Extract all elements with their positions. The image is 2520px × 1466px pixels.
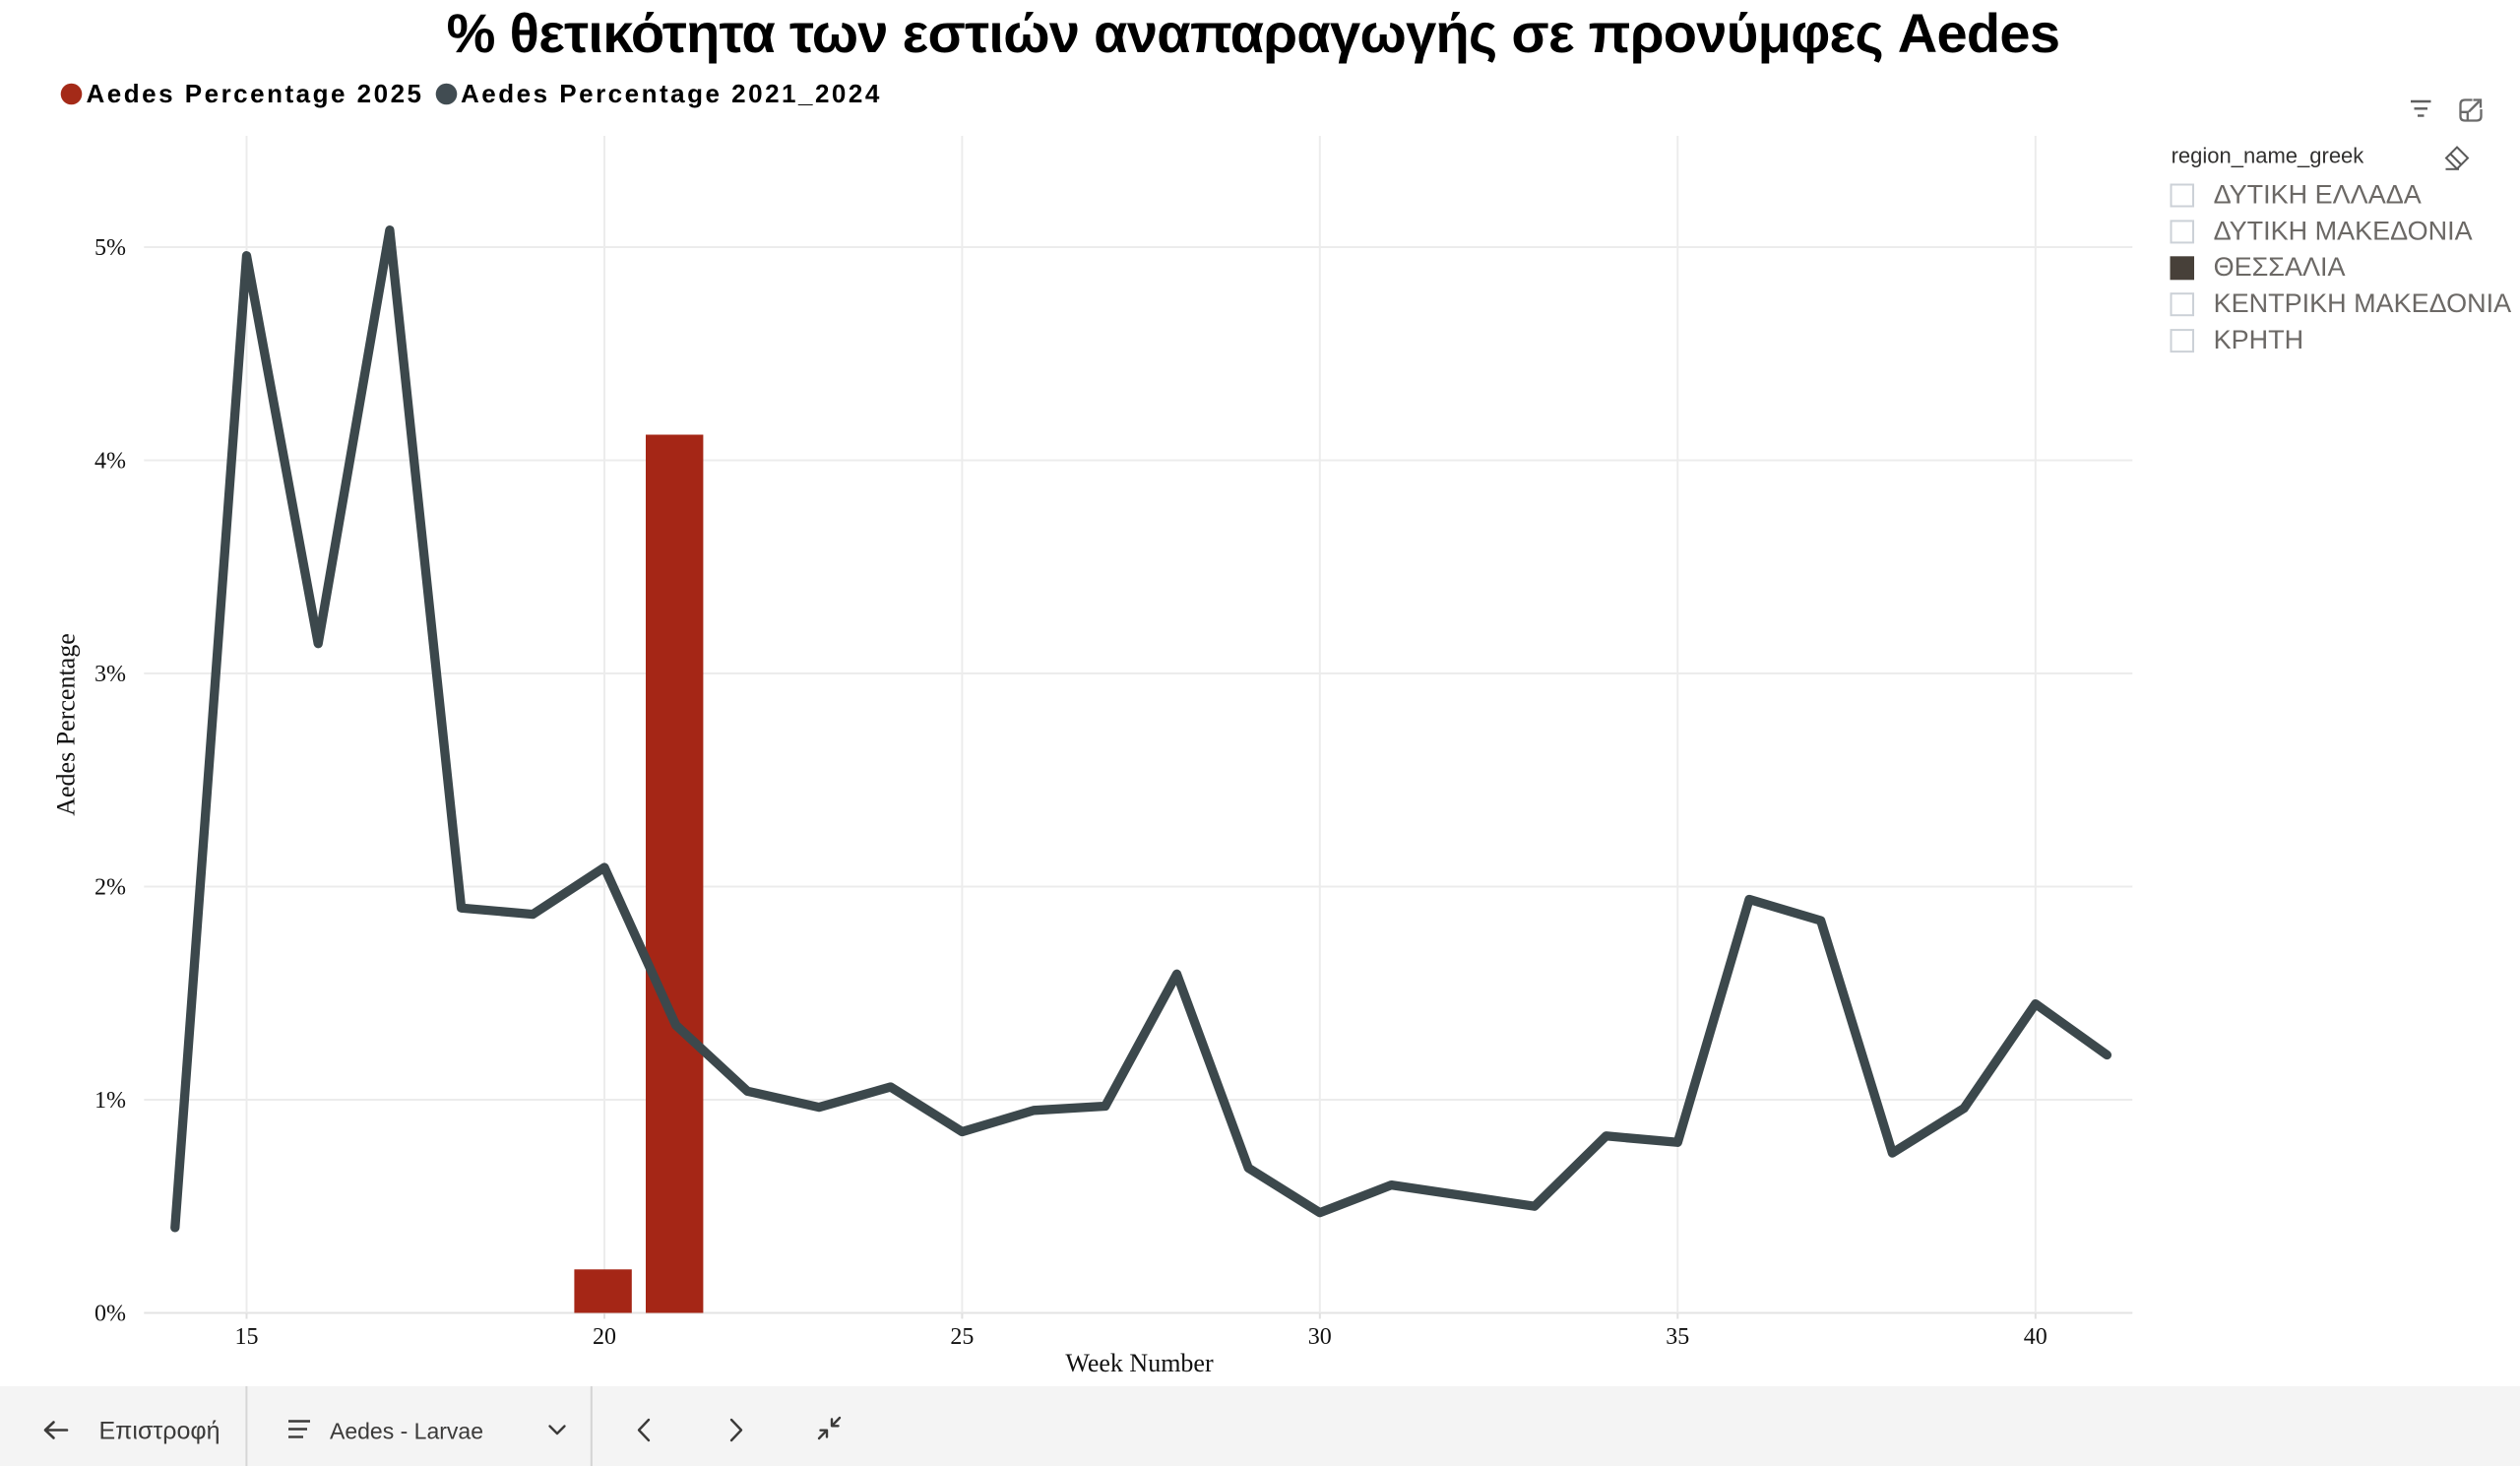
svg-text:20: 20	[593, 1324, 616, 1350]
svg-text:Aedes Percentage 2021_2024: Aedes Percentage 2021_2024	[461, 79, 882, 108]
svg-text:ΔΥΤΙΚΗ ΜΑΚΕΔΟΝΙΑ: ΔΥΤΙΚΗ ΜΑΚΕΔΟΝΙΑ	[2214, 216, 2473, 245]
svg-text:40: 40	[2024, 1324, 2048, 1350]
svg-text:3%: 3%	[94, 662, 126, 687]
svg-text:15: 15	[235, 1324, 259, 1350]
svg-text:1%: 1%	[94, 1088, 126, 1114]
svg-text:region_name_greek: region_name_greek	[2172, 143, 2365, 167]
svg-text:2%: 2%	[94, 875, 126, 901]
svg-text:Week Number: Week Number	[1065, 1349, 1214, 1377]
svg-text:Aedes Percentage: Aedes Percentage	[52, 633, 81, 816]
svg-text:ΘΕΣΣΑΛΙΑ: ΘΕΣΣΑΛΙΑ	[2214, 252, 2346, 282]
svg-text:Επιστροφή: Επιστροφή	[99, 1418, 220, 1445]
svg-text:5%: 5%	[94, 235, 126, 261]
svg-text:Aedes Percentage 2025: Aedes Percentage 2025	[87, 79, 424, 108]
svg-text:25: 25	[950, 1324, 974, 1350]
svg-text:ΔΥΤΙΚΗ ΕΛΛΑΔΑ: ΔΥΤΙΚΗ ΕΛΛΑΔΑ	[2214, 179, 2422, 209]
svg-text:Aedes - Larvae: Aedes - Larvae	[330, 1419, 483, 1444]
svg-text:% θετικότητα των εστιών αναπαρ: % θετικότητα των εστιών αναπαραγωγής σε …	[447, 2, 2060, 64]
svg-text:ΚΕΝΤΡΙΚΗ ΜΑΚΕΔΟΝΙΑ: ΚΕΝΤΡΙΚΗ ΜΑΚΕΔΟΝΙΑ	[2214, 288, 2512, 318]
svg-text:4%: 4%	[94, 449, 126, 475]
svg-text:30: 30	[1308, 1324, 1332, 1350]
svg-text:35: 35	[1666, 1324, 1689, 1350]
svg-text:0%: 0%	[94, 1302, 126, 1327]
svg-text:ΚΡΗΤΗ: ΚΡΗΤΗ	[2214, 325, 2304, 354]
